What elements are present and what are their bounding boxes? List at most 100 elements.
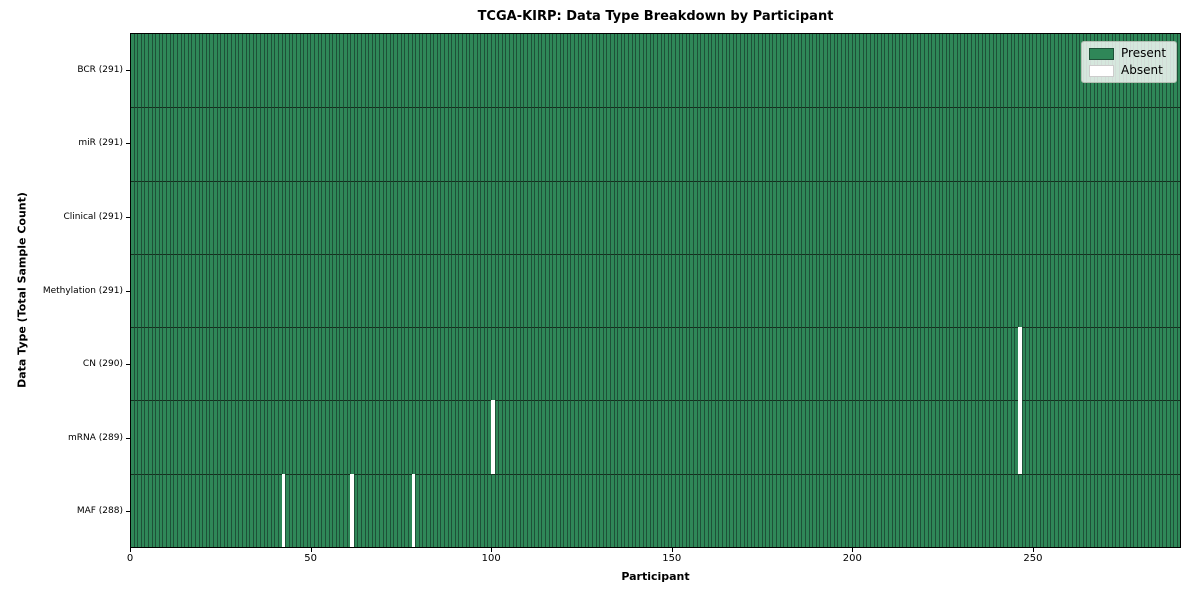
present-cell [133,180,138,254]
present-cell [804,34,809,108]
present-cell [862,327,867,401]
present-cell [581,253,585,328]
present-cell [191,400,195,474]
present-cell [198,327,203,401]
present-cell [1039,473,1044,547]
present-cell [534,253,538,328]
present-cell [942,400,946,474]
present-cell [140,107,145,181]
present-cell [523,400,528,474]
present-cell [292,473,297,547]
present-cell [447,400,452,474]
present-cell [851,253,856,328]
present-cell [368,253,372,328]
present-cell [877,34,881,108]
present-cell [924,473,928,547]
present-cell [263,327,268,401]
present-cell [241,253,246,328]
present-cell [548,327,553,401]
present-cell [729,180,733,254]
present-cell [1169,253,1174,328]
present-cell [317,34,322,108]
x-tick-mark [1033,548,1034,552]
present-cell [263,473,268,547]
present-cell [537,107,542,181]
present-cell [931,400,935,474]
present-cell [801,473,805,547]
y-tick-label: miR (291) [78,138,123,149]
present-cell [1169,400,1174,474]
present-cell [675,34,679,108]
present-cell [956,253,961,328]
present-cell [487,180,491,254]
present-cell [736,253,740,328]
present-cell [205,473,210,547]
present-cell [765,180,769,254]
present-cell [880,253,885,328]
present-cell [1126,180,1130,254]
present-cell [1064,253,1069,328]
present-cell [696,327,701,401]
present-cell [234,327,239,401]
present-cell [202,253,206,328]
present-cell [332,327,336,401]
present-cell [826,327,831,401]
present-cell [1014,180,1018,254]
present-cell [750,180,755,254]
present-cell [837,327,842,401]
present-cell [638,473,643,547]
present-cell [198,34,203,108]
present-cell [397,253,401,328]
present-cell [1032,253,1036,328]
present-cell [743,107,748,181]
present-cell [624,327,629,401]
present-cell [606,327,611,401]
present-cell [786,180,791,254]
present-cell [711,473,715,547]
present-cell [624,400,629,474]
present-cell [296,34,300,108]
present-cell [306,327,311,401]
present-cell [447,253,452,328]
present-cell [465,34,470,108]
present-cell [1079,253,1083,328]
present-cell [335,34,340,108]
present-cell [361,400,365,474]
present-cell [750,327,755,401]
present-cell [736,34,740,108]
present-cell [685,107,690,181]
present-cell [324,327,329,401]
present-cell [277,253,282,328]
present-cell [169,107,174,181]
present-cell [934,400,939,474]
present-cell [970,327,975,401]
present-cell [927,473,932,547]
present-cell [1017,253,1022,328]
present-cell [350,34,354,108]
present-cell [270,34,275,108]
present-cell [332,107,336,181]
present-cell [310,107,315,181]
present-cell [371,473,376,547]
present-cell [1068,34,1073,108]
present-cell [162,473,167,547]
present-cell [783,400,787,474]
present-cell [227,327,232,401]
present-cell [703,473,708,547]
present-cell [725,107,730,181]
present-cell [700,327,704,401]
present-cell [667,327,672,401]
present-cell [245,327,250,401]
present-cell [801,253,805,328]
present-cell [274,400,278,474]
present-cell [761,400,766,474]
present-cell [848,34,852,108]
present-cell [541,327,546,401]
present-cell [1133,473,1138,547]
present-cell [306,107,311,181]
present-cell [942,473,946,547]
present-cell [480,107,484,181]
present-cell [1046,180,1051,254]
present-cell [252,400,257,474]
present-cell [1176,34,1181,108]
